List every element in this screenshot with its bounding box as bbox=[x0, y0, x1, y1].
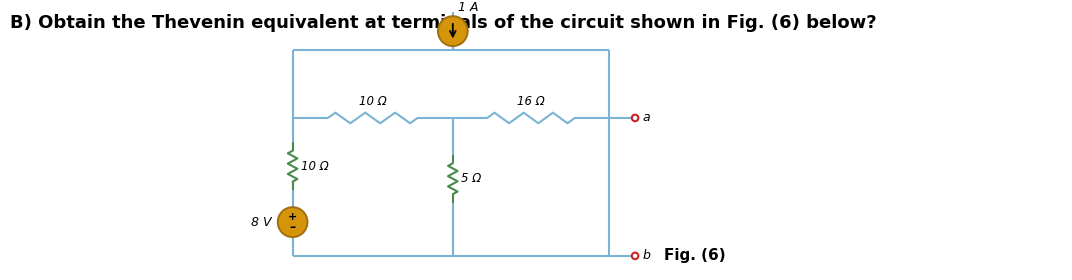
Circle shape bbox=[278, 207, 308, 237]
Text: 5 Ω: 5 Ω bbox=[461, 172, 481, 185]
Text: +: + bbox=[288, 211, 297, 221]
Circle shape bbox=[631, 253, 638, 259]
Text: B) Obtain the Thevenin equivalent at terminals of the circuit shown in Fig. (6) : B) Obtain the Thevenin equivalent at ter… bbox=[10, 14, 876, 32]
Circle shape bbox=[631, 115, 638, 121]
Text: 1 A: 1 A bbox=[458, 1, 478, 14]
Text: Fig. (6): Fig. (6) bbox=[664, 248, 726, 263]
Text: –: – bbox=[289, 221, 296, 234]
Text: 10 Ω: 10 Ω bbox=[301, 160, 329, 173]
Text: a: a bbox=[643, 111, 651, 124]
Text: 8 V: 8 V bbox=[251, 216, 271, 229]
Text: 10 Ω: 10 Ω bbox=[359, 95, 387, 108]
Text: b: b bbox=[643, 249, 651, 262]
Circle shape bbox=[438, 16, 467, 46]
Text: 16 Ω: 16 Ω bbox=[517, 95, 545, 108]
